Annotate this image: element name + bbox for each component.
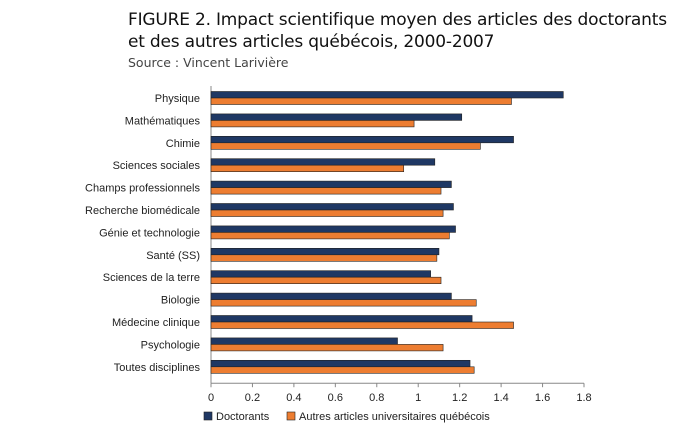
bar-autres-9	[210, 299, 477, 307]
bar-doctorants-11	[210, 337, 398, 345]
bar-autres-12	[210, 366, 475, 374]
bar-autres-1	[210, 120, 415, 128]
bar-doctorants-12	[210, 359, 471, 368]
bar-autres-7	[210, 254, 438, 262]
chart-category-labels: Physique Mathématiques Chimie Sciences soci…	[85, 93, 200, 374]
bar-doctorants-3	[210, 158, 436, 166]
bar-autres-2	[210, 142, 481, 150]
chart-title-line-1: FIGURE 2. Impact scientifique moyen des …	[128, 10, 667, 30]
bar-autres-11	[210, 344, 444, 352]
title-block: FIGURE 2. Impact scientifique moyen des …	[128, 9, 688, 70]
bar-doctorants-9	[210, 292, 452, 300]
category-label: Sciences de la terre	[103, 272, 200, 284]
category-label: Médecine clinique	[112, 317, 200, 329]
bar-autres-0	[210, 97, 512, 105]
category-label: Santé (SS)	[146, 250, 200, 262]
x-tick-label: 0.8	[369, 392, 384, 404]
legend-item-doctorants-swatch	[203, 411, 213, 421]
chart-bars	[210, 91, 564, 374]
category-label: Mathématiques	[125, 115, 201, 127]
bar-doctorants-8	[210, 270, 431, 278]
chart-x-ticks: 0 0.2 0.4 0.6 0.8 1 1.2 1.4 1.6 1.8	[208, 383, 592, 404]
x-tick-label: 1.2	[452, 392, 467, 404]
bar-doctorants-2	[210, 136, 514, 144]
x-tick-label: 0.6	[328, 392, 343, 404]
chart-title-line-2: et des autres articles québécois, 2000-2…	[128, 32, 495, 52]
category-label: Psychologie	[141, 339, 200, 351]
category-label: Physique	[155, 93, 200, 105]
bar-doctorants-6	[210, 225, 456, 233]
bar-autres-3	[210, 164, 405, 172]
category-label: Génie et technologie	[99, 227, 200, 239]
category-label: Toutes disciplines	[114, 362, 201, 374]
bar-doctorants-0	[210, 91, 564, 99]
x-tick-label: 1.6	[535, 392, 550, 404]
category-label: Chimie	[166, 138, 200, 150]
bar-autres-10	[210, 321, 514, 329]
bar-autres-4	[210, 187, 442, 195]
bar-doctorants-1	[210, 113, 463, 121]
bar-doctorants-4	[210, 180, 452, 188]
bar-doctorants-7	[210, 248, 440, 256]
x-tick-label: 0.4	[286, 392, 301, 404]
legend-item-autres-label: Autres articles universitaires québécois	[299, 411, 490, 423]
chart-legend: Doctorants Autres articles universitaires…	[203, 411, 490, 423]
x-tick-label: 1	[415, 392, 421, 404]
category-label: Recherche biomédicale	[85, 205, 200, 217]
x-tick-label: 1.4	[493, 392, 508, 404]
category-label: Biologie	[161, 295, 200, 307]
x-tick-label: 1.8	[576, 392, 591, 404]
x-tick-label: 0	[208, 392, 214, 404]
category-label: Sciences sociales	[113, 160, 201, 172]
x-tick-label: 0.2	[245, 392, 260, 404]
bar-doctorants-10	[210, 315, 473, 323]
bar-autres-6	[210, 232, 450, 240]
bar-autres-5	[210, 209, 444, 217]
legend-item-doctorants-label: Doctorants	[216, 411, 270, 423]
bar-doctorants-5	[210, 203, 454, 211]
legend-item-autres-swatch	[286, 411, 296, 421]
category-label: Champs professionnels	[85, 183, 200, 195]
chart-source: Source : Vincent Larivière	[128, 55, 289, 70]
bar-autres-8	[210, 276, 442, 285]
